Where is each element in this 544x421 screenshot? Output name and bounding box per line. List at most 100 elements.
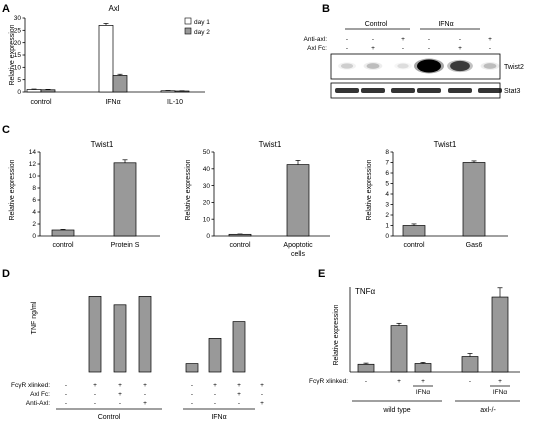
d-antiaxl-sign: - <box>214 400 216 407</box>
panelC3-ytick-label: 5 <box>385 181 389 188</box>
category-label-control: control <box>30 99 51 106</box>
panel-label-e: E <box>318 268 325 280</box>
blot-antiaxl-sign: - <box>428 36 430 43</box>
panel-c1-ylabel: Relative expression <box>9 159 16 220</box>
legend-label-day1: day 1 <box>194 19 210 26</box>
panel-a-ylabel: Relative expression <box>9 24 16 85</box>
panelC3-ytick-label: 3 <box>385 202 389 209</box>
panel-e-bar-1 <box>390 325 408 373</box>
d-row-label-axlfc: Axl Fc: <box>30 391 50 398</box>
panelC1-ytick-label: 4 <box>32 209 36 216</box>
e-group-label-wt: wild type <box>382 407 410 414</box>
panel-label-b: B <box>322 3 330 15</box>
panel-c3-cat-gas6: Gas6 <box>466 242 483 249</box>
d-antiaxl-sign: - <box>94 400 96 407</box>
panelC3-ytick-label: 7 <box>385 160 389 167</box>
panelC2-ytick-label: 40 <box>203 166 211 173</box>
blot-twist2-halo <box>363 62 383 70</box>
blot-twist2-band <box>483 63 497 69</box>
panel-label-c: C <box>2 124 10 136</box>
d-axlfc-sign: - <box>191 391 193 398</box>
bar-a-day2-0 <box>40 89 56 93</box>
bar-a-day2-1 <box>112 75 128 93</box>
blot-band-label-stat3: Stat3 <box>504 88 520 95</box>
panelC2-ytick-label: 50 <box>203 149 211 156</box>
panel-d-ylabel: TNF ng/ml <box>31 301 38 334</box>
blot-twist2-band <box>397 63 409 69</box>
e-fcgr-sign: + <box>397 378 401 385</box>
panel-d-chart: TNF ng/ml FcγR xlinked: Axl Fc: Anti-Axl… <box>11 296 264 421</box>
panelC3-ytick-label: 6 <box>385 170 389 177</box>
panelC1-ytick-label: 12 <box>29 161 37 168</box>
panelC1-ytick-label: 8 <box>32 185 36 192</box>
panel-e-bar-3 <box>461 356 479 373</box>
blot-axlfc-sign: - <box>489 45 491 52</box>
d-fcgr-sign: + <box>260 382 264 389</box>
blot-band-label-twist2: Twist2 <box>504 64 524 71</box>
panel-e-chart: TNFα Relative expression FcγR xlinked: I… <box>309 287 520 414</box>
panelC3-bar-1 <box>462 162 486 237</box>
panel-e-ylabel: Relative expression <box>333 304 340 365</box>
panel-d-bar-3 <box>138 296 152 373</box>
bar-a-day1-2 <box>160 90 176 93</box>
d-fcgr-sign: - <box>191 382 193 389</box>
blot-stat3-band <box>335 88 359 93</box>
panel-a-title: Axl <box>108 4 119 13</box>
d-fcgr-sign: - <box>65 382 67 389</box>
d-antiaxl-sign: + <box>143 400 147 407</box>
legend-label-day2: day 2 <box>194 29 210 36</box>
panel-c2-chart: Twist1 Relative expression control Apopt… <box>185 140 330 258</box>
panel-a-ytick-label: 5 <box>17 77 21 84</box>
panel-a-ytick-label: 0 <box>17 89 21 96</box>
panelC3-ytick-label: 8 <box>385 149 389 156</box>
d-antiaxl-sign: + <box>260 400 264 407</box>
e-group-label-axl: axl-/- <box>480 407 496 414</box>
d-fcgr-sign: + <box>143 382 147 389</box>
panelC2-ytick-label: 30 <box>203 183 211 190</box>
panel-e-title: TNFα <box>355 287 376 296</box>
panel-e-bar-0 <box>357 363 375 373</box>
panel-e-bar-4 <box>491 296 509 373</box>
panelC3-bar-0 <box>402 225 426 237</box>
panelC2-bar-0 <box>228 233 252 237</box>
panel-c2-cat-cells: cells <box>291 251 306 258</box>
blot-twist2-band <box>366 63 380 69</box>
d-antiaxl-sign: - <box>119 400 121 407</box>
blot-twist2-membrane <box>330 53 501 80</box>
panel-d-bar-1 <box>88 296 102 373</box>
legend-swatch-day2 <box>184 27 192 35</box>
panel-c3-cat-control: control <box>403 242 424 249</box>
panelC1-ytick-label: 10 <box>29 173 37 180</box>
panel-d-bar-2 <box>113 304 127 373</box>
blot-row-label-axlfc: Axl Fc: <box>307 45 327 52</box>
panel-a-ytick-label: 10 <box>14 65 22 72</box>
blot-antiaxl-sign: - <box>346 36 348 43</box>
blot-axlfc-sign: - <box>428 45 430 52</box>
e-row-label-fcgr: FcγR xlinked: <box>309 378 348 385</box>
d-row-label-antiaxl: Anti-Axl: <box>26 400 50 407</box>
panel-a-chart: Axl Relative expression day 1 day 2 cont… <box>9 4 210 106</box>
blot-stat3-band <box>391 88 415 93</box>
blot-antiaxl-sign: - <box>372 36 374 43</box>
panelC1-bar-1 <box>113 162 137 237</box>
e-ifna-label-wt: IFNα <box>416 389 430 396</box>
blot-antiaxl-sign: + <box>488 36 492 43</box>
panel-c2-cat-control: control <box>229 242 250 249</box>
d-axlfc-sign: - <box>261 391 263 398</box>
panel-label-a: A <box>2 3 10 15</box>
d-fcgr-sign: + <box>118 382 122 389</box>
panel-a-ytick-label: 25 <box>14 28 22 35</box>
d-antiaxl-sign: - <box>65 400 67 407</box>
panel-a-ytick-label: 20 <box>14 40 22 47</box>
d-axlfc-sign: - <box>214 391 216 398</box>
panelC3-ytick-label: 0 <box>385 233 389 240</box>
panel-d-bar-4 <box>185 363 199 373</box>
blot-group-ifna: IFNα <box>438 21 453 28</box>
blot-group-control: Control <box>365 21 388 28</box>
panelC1-ytick-label: 6 <box>32 197 36 204</box>
blot-axlfc-sign: + <box>371 45 375 52</box>
e-fcgr-sign: - <box>469 378 471 385</box>
bar-a-day1-0 <box>26 89 42 93</box>
blot-antiaxl-sign: + <box>401 36 405 43</box>
